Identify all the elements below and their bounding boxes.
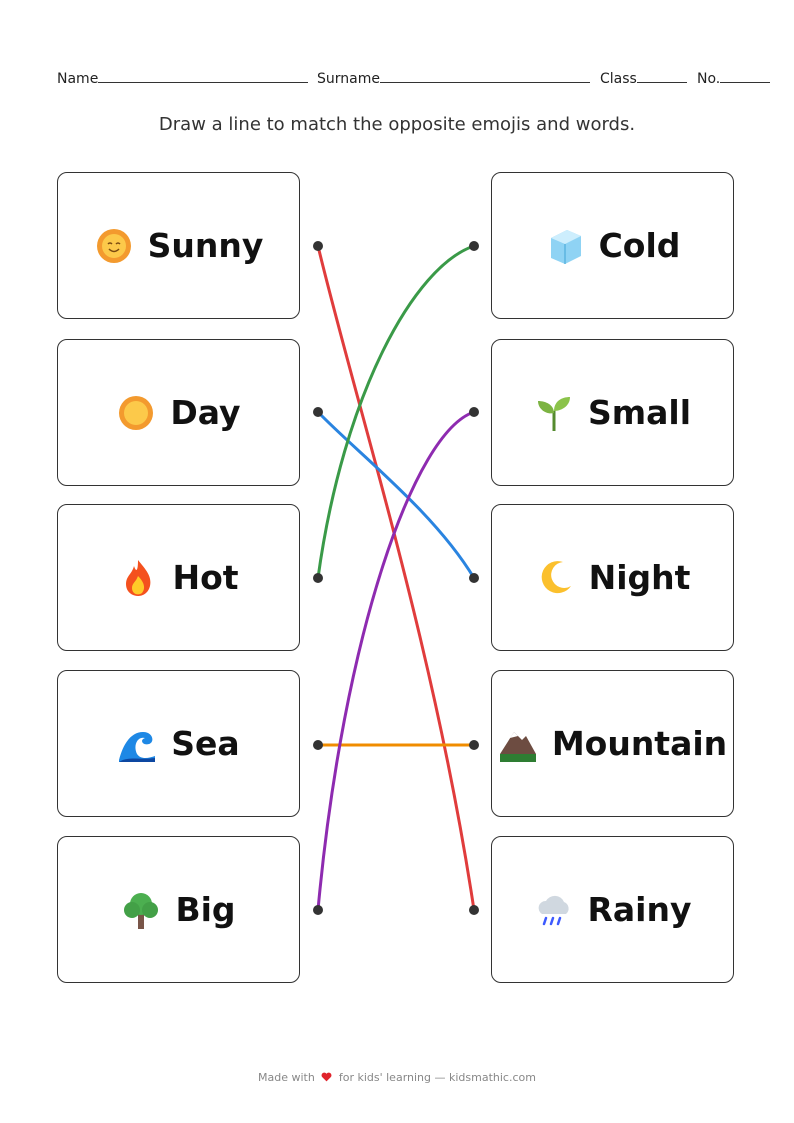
card-right-cold[interactable]: Cold — [491, 172, 734, 319]
card-left-sea[interactable]: Sea — [57, 670, 300, 817]
card-word: Sunny — [147, 226, 264, 265]
right-dot-2[interactable] — [469, 573, 479, 583]
card-word: Mountain — [551, 724, 728, 763]
card-right-small[interactable]: Small — [491, 339, 734, 486]
card-word: Small — [587, 393, 692, 432]
rain-cloud-icon — [538, 895, 569, 925]
left-dot-0[interactable] — [313, 241, 323, 251]
match-line-day-night — [316, 410, 476, 579]
left-dot-3[interactable] — [313, 740, 323, 750]
card-word: Big — [175, 890, 236, 929]
right-dot-4[interactable] — [469, 905, 479, 915]
right-dot-0[interactable] — [469, 241, 479, 251]
card-left-sunny[interactable]: Sunny — [57, 172, 300, 319]
match-line-hot-cold — [316, 244, 475, 579]
left-dot-4[interactable] — [313, 905, 323, 915]
card-word: Hot — [172, 558, 239, 597]
name-field[interactable]: Name — [57, 70, 309, 87]
class-label: Class — [600, 71, 637, 87]
right-dot-3[interactable] — [469, 740, 479, 750]
footer-suffix: for kids' learning — kidsmathic.com — [338, 1071, 536, 1084]
sun-icon — [119, 395, 154, 430]
right-dot-1[interactable] — [469, 407, 479, 417]
footer-prefix: Made with — [258, 1071, 315, 1084]
card-left-day[interactable]: Day — [57, 339, 300, 486]
name-label: Name — [57, 71, 99, 87]
card-word: Rainy — [587, 890, 692, 929]
surname-label: Surname — [317, 71, 380, 87]
wave-icon — [119, 731, 156, 762]
number-field[interactable]: No. — [697, 70, 771, 87]
seedling-icon — [537, 396, 570, 431]
left-dot-2[interactable] — [313, 573, 323, 583]
heart-icon — [321, 1072, 332, 1082]
crescent-moon-icon — [541, 560, 571, 593]
card-right-night[interactable]: Night — [491, 504, 734, 651]
card-word: Cold — [598, 226, 681, 265]
footer: Made with for kids' learning — kidsmathi… — [0, 1071, 794, 1084]
card-left-hot[interactable]: Hot — [57, 504, 300, 651]
ice-cube-icon — [550, 229, 581, 264]
card-word: Day — [170, 393, 241, 432]
card-word: Night — [588, 558, 691, 597]
class-field[interactable]: Class — [600, 70, 687, 87]
card-left-big[interactable]: Big — [57, 836, 300, 983]
mountain-icon — [499, 731, 536, 762]
left-dot-1[interactable] — [313, 407, 323, 417]
card-word: Sea — [171, 724, 240, 763]
card-right-rainy[interactable]: Rainy — [491, 836, 734, 983]
fire-icon — [126, 559, 151, 596]
number-label: No. — [697, 71, 721, 87]
card-right-mountain[interactable]: Mountain — [491, 670, 734, 817]
match-line-sunny-rainy — [316, 245, 476, 911]
surname-field[interactable]: Surname — [317, 70, 590, 87]
instruction: Draw a line to match the opposite emojis… — [158, 114, 636, 135]
smiling-sun-icon — [96, 228, 131, 263]
tree-icon — [124, 892, 159, 929]
match-line-big-small — [316, 410, 475, 911]
